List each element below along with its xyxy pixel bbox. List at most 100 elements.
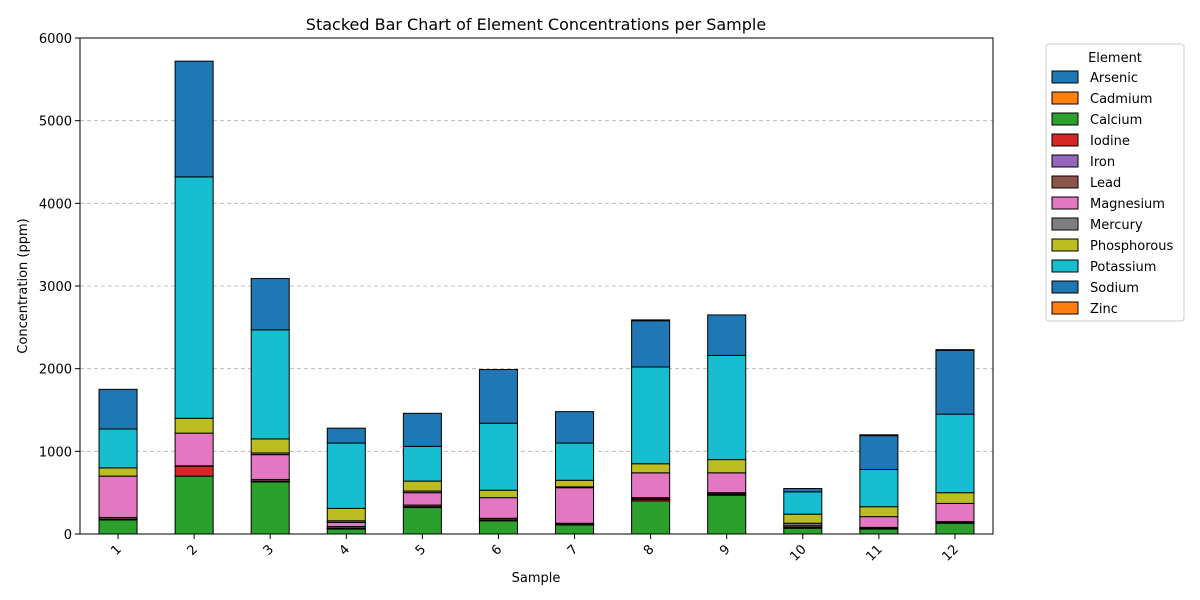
bar-segment-potassium	[98, 428, 138, 469]
y-tick-label: 5000	[39, 115, 72, 130]
x-tick-label: 1	[108, 542, 124, 558]
bar-segment-calcium	[783, 527, 823, 535]
legend-entry: Iron	[1090, 155, 1115, 170]
bars	[98, 60, 975, 535]
x-tick-label: 3	[261, 542, 277, 558]
y-tick-label: 0	[64, 528, 72, 543]
bar-segment-magnesium	[935, 502, 975, 523]
bar-segment-calcium	[859, 528, 899, 535]
bar-segment-potassium	[478, 422, 518, 491]
legend-frame	[1045, 43, 1185, 322]
bar-segment-phosphorous	[859, 506, 899, 518]
legend-swatch	[1051, 154, 1079, 168]
y-gridlines	[80, 37, 993, 452]
bar-segment-calcium	[707, 494, 747, 535]
bar-segment-potassium	[402, 445, 442, 482]
y-tick-label: 4000	[39, 197, 72, 212]
bar-segment-sodium	[707, 314, 747, 356]
bar-segment-iodine	[174, 465, 214, 477]
legend-swatch	[1051, 259, 1079, 273]
bar-segment-potassium	[859, 469, 899, 508]
legend-swatch	[1051, 196, 1079, 210]
bar-segment-phosphorous	[631, 463, 671, 474]
bar-segment-sodium	[631, 320, 671, 368]
legend: Element Arsenic Cadmium Calcium Iodine Iron L…	[1045, 43, 1185, 322]
y-axis-ticks: 0 1000 2000 3000 4000 5000 6000	[39, 32, 80, 543]
y-tick-label: 6000	[39, 32, 72, 47]
x-tick-label: 11	[863, 542, 885, 564]
legend-entry: Magnesium	[1090, 197, 1165, 212]
bar-segment-sodium	[783, 488, 823, 493]
legend-entry: Potassium	[1090, 260, 1156, 275]
bar-segment-potassium	[250, 329, 290, 440]
bar-segment-sodium	[174, 60, 214, 178]
bar-segment-calcium	[326, 528, 366, 535]
bar-segment-phosphorous	[98, 467, 138, 477]
legend-entry: Mercury	[1090, 218, 1143, 233]
y-tick-label: 3000	[39, 280, 72, 295]
bar-segment-magnesium	[859, 516, 899, 528]
legend-entry: Cadmium	[1090, 92, 1152, 107]
bar-segment-zinc	[859, 434, 899, 437]
bar-segment-calcium	[174, 475, 214, 535]
bar-segment-calcium	[478, 520, 518, 535]
bar-segment-sodium	[402, 412, 442, 447]
bar-segment-sodium	[250, 278, 290, 331]
bar-segment-phosphorous	[478, 489, 518, 499]
bar-segment-calcium	[935, 522, 975, 535]
x-axis-ticks: 1 2 3 4 5 6 7 8 9 10 11 12	[108, 534, 962, 565]
bar-segment-magnesium	[478, 497, 518, 519]
bar-segment-potassium	[555, 442, 595, 481]
bar-segment-phosphorous	[935, 492, 975, 504]
legend-entry: Sodium	[1090, 281, 1139, 296]
bar-segment-calcium	[402, 507, 442, 535]
bar-segment-calcium	[98, 519, 138, 535]
x-tick-label: 2	[184, 542, 200, 558]
bar-segment-phosphorous	[555, 479, 595, 488]
bar-segment-magnesium	[250, 454, 290, 480]
bar-segment-phosphorous	[402, 480, 442, 492]
legend-entry: Zinc	[1090, 302, 1118, 317]
legend-swatch	[1051, 217, 1079, 231]
bar-segment-potassium	[707, 354, 747, 461]
bar-segment-potassium	[631, 366, 671, 465]
bar-segment-phosphorous	[707, 459, 747, 474]
bar-segment-potassium	[783, 491, 823, 515]
bar-segment-calcium	[631, 500, 671, 535]
x-tick-label: 8	[641, 542, 657, 558]
bar-segment-magnesium	[174, 432, 214, 467]
legend-swatch	[1051, 301, 1079, 315]
x-tick-label: 12	[939, 542, 961, 564]
bar-segment-magnesium	[402, 492, 442, 506]
bar-segment-sodium	[859, 435, 899, 471]
legend-swatch	[1051, 70, 1079, 84]
x-tick-label: 6	[489, 542, 505, 558]
bar-segment-magnesium	[326, 521, 366, 528]
bar-segment-sodium	[478, 368, 518, 424]
x-tick-label: 9	[717, 542, 733, 558]
legend-swatch	[1051, 175, 1079, 189]
bar-segment-calcium	[250, 481, 290, 535]
x-tick-label: 4	[337, 542, 353, 558]
bar-segment-phosphorous	[326, 507, 366, 522]
legend-swatch	[1051, 91, 1079, 105]
bar-segment-zinc	[935, 349, 975, 351]
y-tick-label: 2000	[39, 363, 72, 378]
x-tick-label: 10	[787, 542, 809, 564]
legend-entry: Lead	[1090, 176, 1121, 191]
legend-title: Element	[1088, 51, 1142, 66]
bar-segment-sodium	[326, 427, 366, 444]
legend-entry: Arsenic	[1090, 71, 1138, 86]
bar-segment-potassium	[935, 413, 975, 494]
legend-swatch	[1051, 238, 1079, 252]
bar-segment-potassium	[174, 176, 214, 419]
bar-segment-sodium	[935, 349, 975, 415]
legend-entry: Phosphorous	[1090, 239, 1174, 254]
bar-segment-phosphorous	[783, 513, 823, 524]
bar-segment-phosphorous	[174, 417, 214, 434]
x-axis-label: Sample	[512, 571, 561, 586]
bar-segment-phosphorous	[250, 438, 290, 454]
chart-title: Stacked Bar Chart of Element Concentrati…	[306, 15, 766, 34]
y-tick-label: 1000	[39, 445, 72, 460]
